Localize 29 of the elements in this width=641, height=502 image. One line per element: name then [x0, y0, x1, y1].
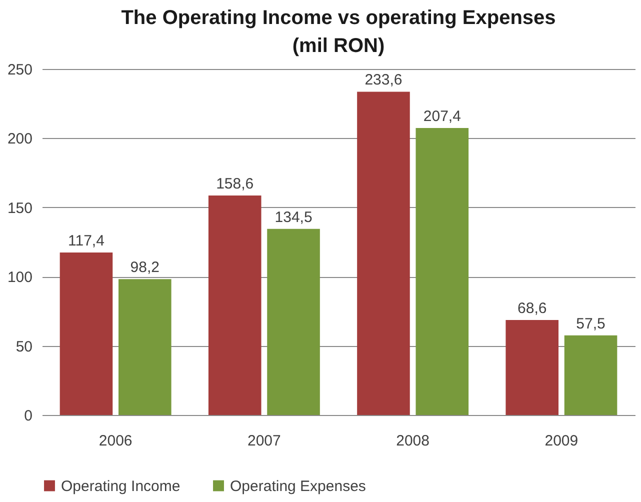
data-label: 207,4 [423, 108, 461, 125]
data-label: 57,5 [576, 315, 606, 332]
bar [564, 335, 618, 415]
legend-label: Operating Expenses [230, 478, 366, 495]
y-tick-label: 250 [7, 62, 32, 78]
data-label: 134,5 [274, 208, 312, 226]
y-tick-label: 100 [7, 269, 32, 286]
y-tick-label: 50 [16, 338, 32, 356]
bar [208, 196, 262, 415]
data-label: 98,2 [130, 259, 160, 276]
x-tick-label: 2009 [544, 432, 578, 450]
x-tick-label: 2006 [98, 432, 132, 450]
x-tick-label: 2008 [396, 432, 430, 450]
chart-title: The Operating Income vs operating Expenses (mil RON) [121, 7, 556, 57]
bar [118, 279, 172, 415]
data-label: 233,6 [364, 72, 402, 89]
bar [416, 128, 469, 415]
bar [60, 252, 113, 415]
bar [357, 92, 410, 415]
x-tick-label: 2007 [248, 432, 281, 450]
bar [267, 228, 320, 415]
y-tick-label: 150 [7, 200, 32, 217]
bar [506, 320, 558, 415]
data-label: 68,6 [518, 300, 547, 318]
legend-label: Operating Income [61, 478, 180, 495]
data-label: 158,6 [216, 176, 254, 192]
y-tick-label: 0 [24, 408, 32, 424]
y-tick-label: 200 [7, 130, 32, 148]
data-label: 117,4 [68, 232, 104, 250]
